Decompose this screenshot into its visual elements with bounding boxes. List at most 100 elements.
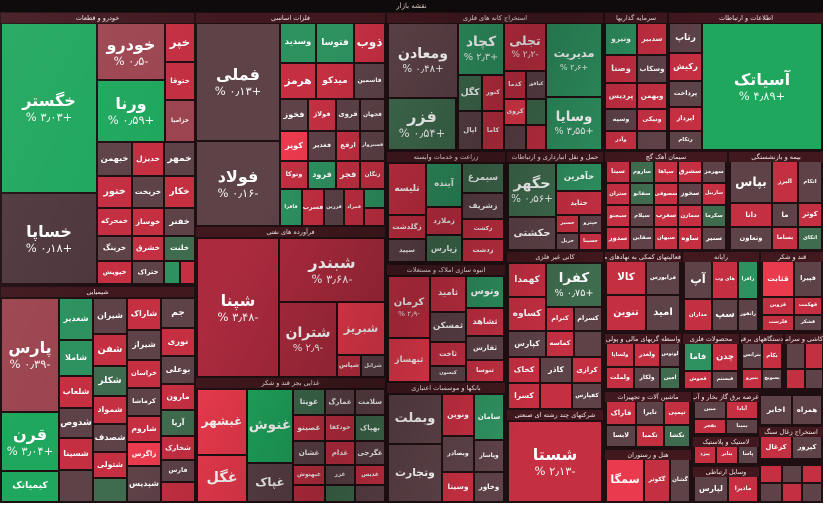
treemap-tile[interactable]: خریخت <box>133 177 163 207</box>
treemap-tile[interactable]: شپاس <box>338 356 360 376</box>
treemap-tile[interactable]: قپیرا <box>795 262 821 296</box>
treemap-tile[interactable] <box>806 344 822 368</box>
treemap-tile[interactable]: رانفور <box>739 300 757 330</box>
treemap-tile[interactable]: اتکام <box>799 162 821 202</box>
treemap-tile[interactable]: لابسا <box>607 426 635 446</box>
treemap-tile[interactable]: غبشهر <box>198 390 246 454</box>
treemap-tile[interactable]: ونیرو <box>606 24 636 54</box>
treemap-tile[interactable] <box>803 466 821 482</box>
treemap-tile[interactable]: کالا <box>607 262 645 294</box>
treemap-tile[interactable]: ولساپا <box>607 344 633 366</box>
treemap-tile[interactable]: وتعاون <box>731 228 771 249</box>
treemap-tile[interactable]: کماسه <box>547 332 573 356</box>
treemap-tile[interactable]: شبندر -۳٫۶۸ % <box>280 239 384 301</box>
treemap-tile[interactable]: شپنا -۳٫۴۸ % <box>198 239 278 376</box>
treemap-tile[interactable]: شبریز <box>338 303 384 354</box>
treemap-tile[interactable]: حپترو <box>580 216 601 232</box>
treemap-tile[interactable]: سمازن <box>679 206 701 226</box>
treemap-tile[interactable]: قلرست <box>763 316 793 330</box>
treemap-tile[interactable]: کترام <box>547 308 573 330</box>
treemap-tile[interactable]: شغدیر <box>60 299 92 339</box>
treemap-tile[interactable]: کروی <box>505 100 525 124</box>
treemap-tile[interactable]: مدیریت +۲٫۶ % <box>547 24 601 96</box>
treemap-tile[interactable]: پاسا <box>739 447 757 463</box>
treemap-tile[interactable]: سیلام <box>631 206 653 226</box>
treemap-tile[interactable]: فجوش <box>685 372 711 388</box>
treemap-tile[interactable]: بهپاک <box>356 416 384 440</box>
treemap-tile[interactable]: خدیزل <box>133 143 163 175</box>
treemap-tile[interactable]: کساوه <box>509 298 545 330</box>
treemap-tile[interactable]: وصنا <box>606 56 636 82</box>
treemap-tile[interactable]: خلنت <box>165 237 194 260</box>
treemap-tile[interactable]: فسبزوار <box>361 132 384 160</box>
treemap-tile[interactable]: ختوقا <box>166 63 194 99</box>
treemap-tile[interactable]: پیزد <box>695 447 715 463</box>
treemap-tile[interactable]: اپرداز <box>670 108 701 130</box>
treemap-tile[interactable]: غشان <box>294 442 324 464</box>
treemap-tile[interactable]: رافزا <box>739 262 757 298</box>
treemap-tile[interactable]: وسکاب <box>638 56 666 82</box>
treemap-tile[interactable]: ثفارس <box>467 337 503 359</box>
treemap-tile[interactable]: غگرجی <box>356 442 384 464</box>
treemap-tile[interactable]: بپاس <box>731 162 771 202</box>
treemap-tile[interactable]: ونیکی <box>638 110 666 130</box>
treemap-tile[interactable] <box>803 484 821 501</box>
treemap-tile[interactable]: غپاک <box>248 464 292 501</box>
treemap-tile[interactable] <box>575 332 601 356</box>
treemap-tile[interactable]: غمارگ <box>326 390 354 414</box>
treemap-tile[interactable]: فسرب <box>303 190 323 225</box>
treemap-tile[interactable]: حتاید <box>557 192 601 214</box>
treemap-tile[interactable] <box>165 262 179 283</box>
treemap-tile[interactable]: فجهان <box>361 100 384 130</box>
treemap-tile[interactable]: کدما <box>505 72 525 98</box>
treemap-tile[interactable]: سامان <box>475 395 503 439</box>
treemap-tile[interactable]: البرز <box>773 162 797 202</box>
treemap-tile[interactable]: ختور <box>98 177 131 207</box>
treemap-tile[interactable]: کاما <box>483 112 503 149</box>
treemap-tile[interactable]: شفن <box>94 335 126 365</box>
treemap-tile[interactable]: مداران <box>685 300 711 330</box>
treemap-tile[interactable]: شپدیس <box>128 467 160 501</box>
treemap-tile[interactable]: بسویچ <box>763 370 781 388</box>
treemap-tile[interactable]: زدشت <box>463 240 503 261</box>
treemap-tile[interactable]: شیران <box>94 299 126 333</box>
treemap-tile[interactable]: قشکر <box>795 316 821 330</box>
treemap-tile[interactable] <box>94 479 126 501</box>
treemap-tile[interactable]: فاسمین <box>355 64 384 98</box>
treemap-tile[interactable]: مارون <box>162 385 194 409</box>
treemap-tile[interactable]: فزرین <box>325 190 343 225</box>
treemap-tile[interactable]: آینده <box>427 164 461 206</box>
treemap-tile[interactable]: سقاین <box>631 228 653 249</box>
treemap-tile[interactable]: قزوین <box>763 298 793 314</box>
treemap-tile[interactable]: خگستر +۳٫۰۳ % <box>2 24 96 192</box>
treemap-tile[interactable] <box>761 484 781 501</box>
treemap-tile[interactable]: غزر <box>326 466 354 484</box>
treemap-tile[interactable]: قرن +۳٫۰۴ % <box>2 413 58 470</box>
treemap-tile[interactable] <box>181 262 194 283</box>
treemap-tile[interactable] <box>541 384 571 408</box>
treemap-tile[interactable]: کنور <box>483 76 503 110</box>
treemap-tile[interactable] <box>783 466 801 482</box>
treemap-tile[interactable]: خزامیا <box>166 101 194 141</box>
treemap-tile[interactable]: حسیر <box>557 216 578 232</box>
treemap-tile[interactable] <box>294 486 324 501</box>
treemap-tile[interactable] <box>326 486 354 501</box>
treemap-tile[interactable]: کفرا +۰٫۷۵ % <box>547 264 601 306</box>
treemap-tile[interactable] <box>365 190 384 207</box>
treemap-tile[interactable]: ثمسکن <box>431 313 465 341</box>
treemap-tile[interactable]: چدن <box>713 344 737 370</box>
treemap-tile[interactable]: وسپه <box>606 110 636 130</box>
treemap-tile[interactable] <box>783 484 801 501</box>
treemap-tile[interactable] <box>527 100 545 124</box>
treemap-tile[interactable]: امین <box>661 368 679 388</box>
treemap-tile[interactable]: آسیاتک +۴٫۸۹ % <box>703 24 821 149</box>
treemap-tile[interactable]: وتوس <box>467 277 503 307</box>
treemap-tile[interactable]: کرماشا <box>128 389 160 415</box>
treemap-tile[interactable]: گشان <box>671 460 689 501</box>
treemap-tile[interactable]: وپاسار <box>475 441 503 471</box>
treemap-tile[interactable]: کپارس <box>509 332 545 356</box>
treemap-tile[interactable] <box>787 344 804 368</box>
treemap-tile[interactable]: ثشاهد <box>467 309 503 335</box>
treemap-tile[interactable]: کبافق <box>527 72 545 98</box>
treemap-tile[interactable]: کچاد +۲٫۳ % <box>459 24 503 74</box>
